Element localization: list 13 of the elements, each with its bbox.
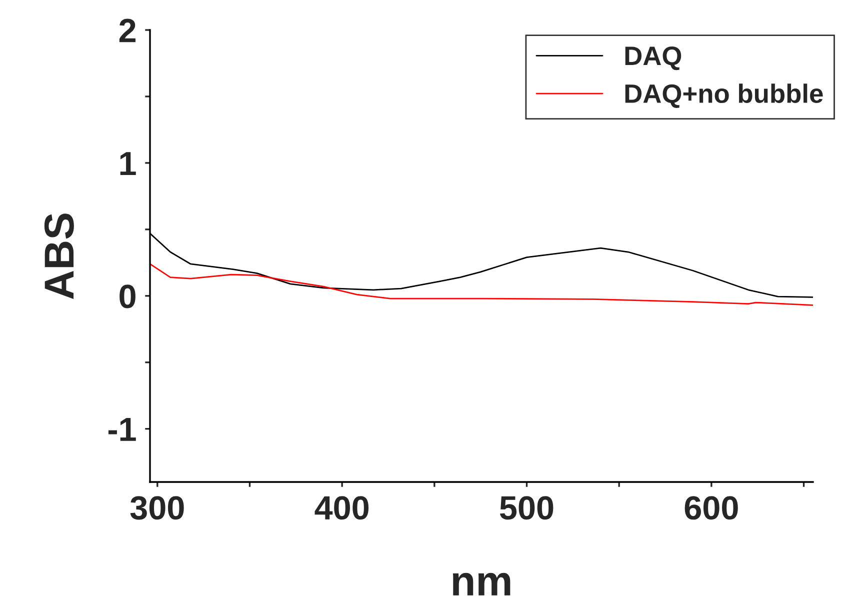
x-tick-label: 600	[684, 496, 738, 520]
x-axis-title: nm	[452, 572, 510, 596]
line-series	[150, 263, 813, 306]
legend-label: DAQ	[625, 46, 682, 70]
y-axis-title: ABS	[44, 214, 74, 299]
y-tick-label: 0	[120, 284, 136, 308]
x-tick-label: 400	[314, 496, 369, 520]
legend-label: DAQ+no bubble	[625, 84, 823, 108]
y-tick-label: 1	[120, 152, 136, 176]
x-tick-label: 300	[130, 496, 184, 520]
y-tick-label: 2	[119, 18, 136, 42]
x-tick-label: 500	[500, 496, 554, 520]
y-tick-label: -1	[108, 418, 136, 441]
